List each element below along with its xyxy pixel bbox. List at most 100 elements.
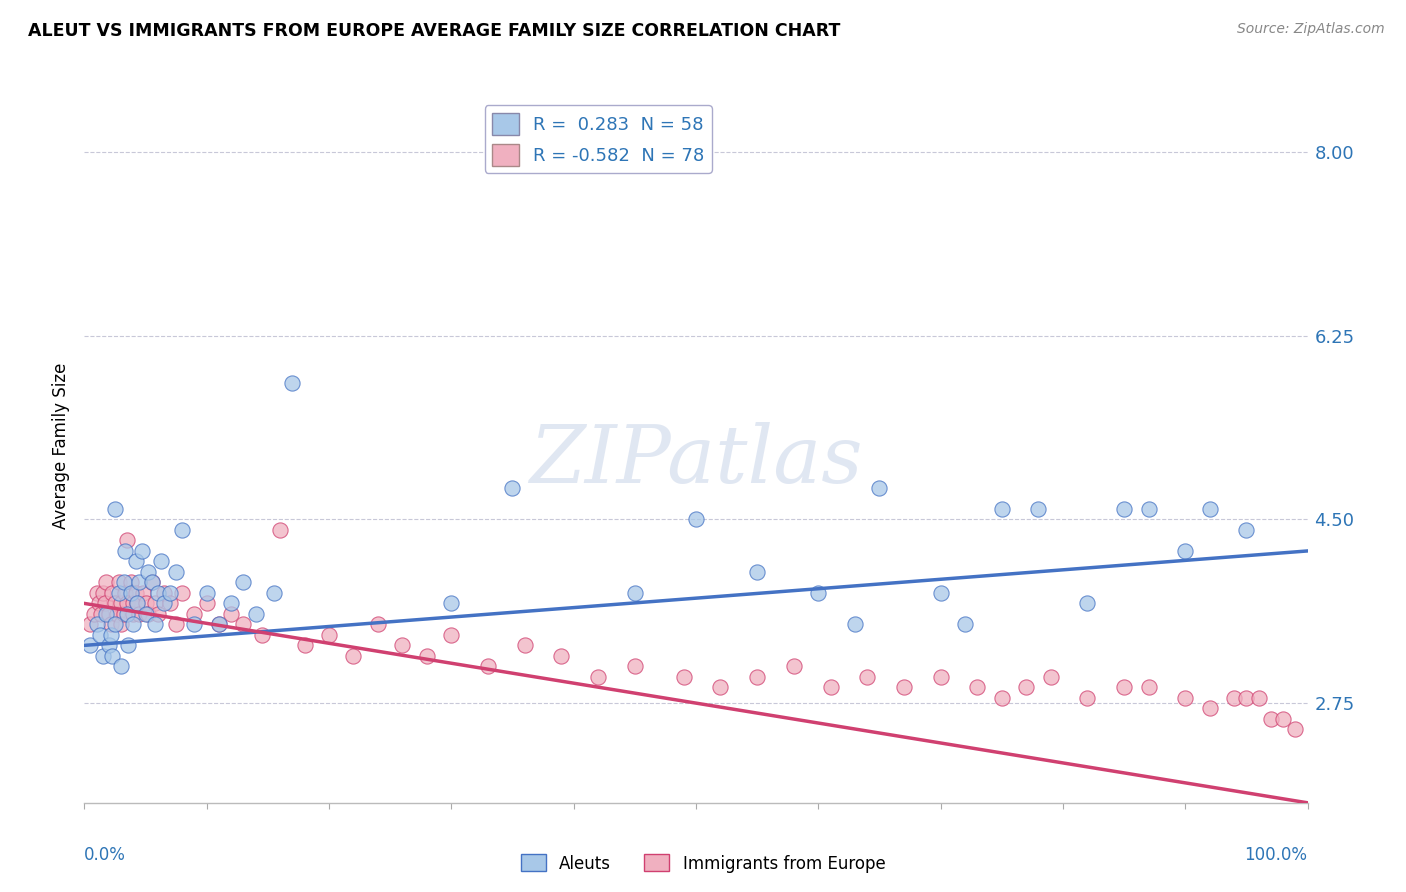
Point bbox=[110, 659, 132, 673]
Point bbox=[125, 554, 148, 568]
Y-axis label: Average Family Size: Average Family Size bbox=[52, 363, 70, 529]
Point bbox=[929, 586, 952, 600]
Text: ZIPatlas: ZIPatlas bbox=[529, 422, 863, 499]
Point bbox=[143, 596, 166, 610]
Point bbox=[114, 586, 136, 600]
Point bbox=[416, 648, 439, 663]
Point bbox=[1137, 681, 1160, 695]
Point bbox=[79, 617, 101, 632]
Point bbox=[143, 617, 166, 632]
Point bbox=[125, 586, 148, 600]
Point bbox=[122, 617, 145, 632]
Point bbox=[219, 596, 242, 610]
Point bbox=[128, 575, 150, 590]
Point bbox=[104, 502, 127, 516]
Text: 100.0%: 100.0% bbox=[1244, 846, 1308, 863]
Point bbox=[104, 596, 127, 610]
Point bbox=[391, 639, 413, 653]
Point bbox=[820, 681, 842, 695]
Point bbox=[269, 523, 291, 537]
Point bbox=[991, 502, 1014, 516]
Point bbox=[477, 659, 499, 673]
Legend: R =  0.283  N = 58, R = -0.582  N = 78: R = 0.283 N = 58, R = -0.582 N = 78 bbox=[485, 105, 711, 173]
Point bbox=[114, 544, 136, 558]
Point bbox=[165, 617, 187, 632]
Point bbox=[120, 575, 142, 590]
Point bbox=[86, 617, 108, 632]
Point bbox=[128, 607, 150, 621]
Point bbox=[112, 607, 135, 621]
Point bbox=[183, 617, 205, 632]
Point bbox=[89, 628, 111, 642]
Point bbox=[1174, 690, 1197, 705]
Point bbox=[122, 596, 145, 610]
Point bbox=[1114, 502, 1136, 516]
Point bbox=[1223, 690, 1246, 705]
Point bbox=[112, 575, 135, 590]
Point bbox=[747, 670, 769, 684]
Point bbox=[513, 639, 536, 653]
Point bbox=[709, 681, 731, 695]
Point bbox=[1114, 681, 1136, 695]
Point bbox=[120, 586, 142, 600]
Point bbox=[91, 648, 114, 663]
Point bbox=[115, 607, 138, 621]
Point bbox=[1039, 670, 1062, 684]
Point bbox=[136, 565, 159, 579]
Point bbox=[1174, 544, 1197, 558]
Point bbox=[208, 617, 231, 632]
Point bbox=[135, 596, 157, 610]
Point bbox=[783, 659, 806, 673]
Legend: Aleuts, Immigrants from Europe: Aleuts, Immigrants from Europe bbox=[515, 847, 891, 880]
Point bbox=[1198, 502, 1220, 516]
Point bbox=[1137, 502, 1160, 516]
Point bbox=[685, 512, 707, 526]
Point bbox=[110, 596, 132, 610]
Point bbox=[96, 575, 118, 590]
Point bbox=[208, 617, 231, 632]
Point bbox=[104, 617, 127, 632]
Point bbox=[115, 596, 138, 610]
Point bbox=[1272, 712, 1295, 726]
Point bbox=[101, 586, 124, 600]
Point bbox=[83, 607, 105, 621]
Point bbox=[105, 607, 128, 621]
Point bbox=[1076, 596, 1098, 610]
Point bbox=[153, 596, 176, 610]
Point bbox=[107, 586, 129, 600]
Point bbox=[869, 481, 891, 495]
Point bbox=[440, 596, 463, 610]
Point bbox=[294, 639, 316, 653]
Point bbox=[1198, 701, 1220, 715]
Point bbox=[250, 628, 273, 642]
Point bbox=[101, 648, 124, 663]
Point bbox=[90, 607, 112, 621]
Point bbox=[856, 670, 879, 684]
Point bbox=[281, 376, 304, 390]
Point bbox=[624, 659, 647, 673]
Point bbox=[91, 586, 114, 600]
Point bbox=[79, 639, 101, 653]
Point bbox=[159, 586, 181, 600]
Point bbox=[342, 648, 364, 663]
Point bbox=[172, 523, 194, 537]
Point bbox=[263, 586, 285, 600]
Point bbox=[1260, 712, 1282, 726]
Point bbox=[97, 639, 120, 653]
Point bbox=[141, 575, 163, 590]
Point bbox=[1076, 690, 1098, 705]
Point bbox=[125, 596, 148, 610]
Point bbox=[115, 533, 138, 548]
Point bbox=[150, 554, 173, 568]
Point bbox=[440, 628, 463, 642]
Point bbox=[747, 565, 769, 579]
Point bbox=[245, 607, 267, 621]
Point bbox=[318, 628, 340, 642]
Point bbox=[146, 607, 169, 621]
Point bbox=[195, 596, 218, 610]
Point bbox=[1236, 690, 1258, 705]
Point bbox=[131, 544, 153, 558]
Point bbox=[1247, 690, 1270, 705]
Point bbox=[844, 617, 866, 632]
Point bbox=[991, 690, 1014, 705]
